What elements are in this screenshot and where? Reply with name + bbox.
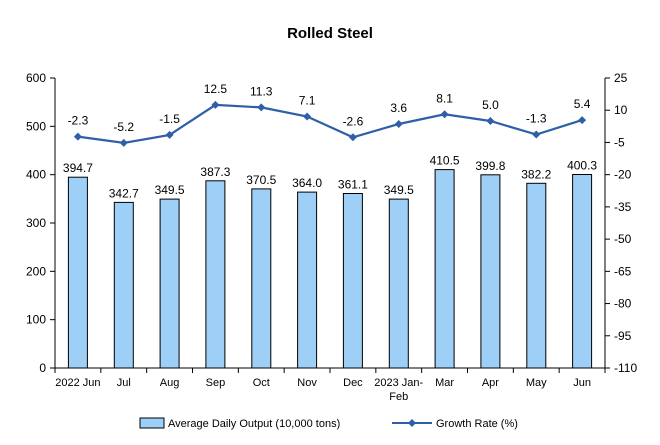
growth-rate-point-9	[486, 116, 495, 125]
bar-value-label-9: 399.8	[475, 159, 505, 173]
bar-3	[205, 180, 226, 369]
growth-rate-point-2	[165, 130, 174, 139]
growth-rate-label-6: -2.6	[343, 114, 364, 128]
bar-10	[526, 182, 547, 369]
bars-layer	[67, 169, 593, 369]
bar-value-label-2: 349.5	[155, 183, 185, 197]
y-left-tick-label-1: 100	[26, 313, 46, 327]
growth-rate-label-2: -1.5	[159, 112, 180, 126]
bar-value-label-0: 394.7	[63, 161, 93, 175]
x-tick-label-9: Apr	[482, 377, 499, 389]
bar-value-label-6: 361.1	[338, 177, 368, 191]
axes-layer: 0 100 200 300 400 500 600 25 10 -5 -20 -35 -50 -65 -80…	[26, 71, 637, 403]
bar-9	[480, 174, 501, 369]
bar-value-label-1: 342.7	[109, 186, 139, 200]
bar-5	[297, 191, 318, 369]
bar-value-label-3: 387.3	[200, 165, 230, 179]
bar-7	[388, 198, 409, 369]
bar-value-label-4: 370.5	[246, 173, 276, 187]
legend-line-label: Growth Rate (%)	[436, 418, 518, 430]
growth-rate-point-6	[348, 133, 357, 142]
growth-rate-label-7: 3.6	[390, 101, 407, 115]
y-left-tick-label-0: 0	[39, 361, 46, 375]
growth-rate-point-0	[73, 132, 82, 141]
legend-bar-label: Average Daily Output (10,000 tons)	[168, 418, 340, 430]
legend-bar-swatch	[139, 417, 165, 429]
growth-rate-label-11: 5.4	[574, 97, 591, 111]
x-tick-label-0: 2022 Jun	[55, 377, 100, 389]
bar-1	[113, 201, 134, 369]
bar-8	[434, 169, 455, 369]
growth-rate-point-10	[532, 130, 541, 139]
growth-rate-point-7	[394, 119, 403, 128]
y-left-tick-label-5: 500	[26, 119, 46, 133]
growth-rate-label-4: 11.3	[250, 84, 273, 98]
bar-11	[572, 174, 593, 369]
x-tick-label-1: Jul	[117, 377, 131, 389]
x-tick-label-3: Sep	[206, 377, 226, 389]
growth-rate-point-5	[303, 112, 312, 121]
bar-2	[159, 198, 180, 369]
growth-rate-point-11	[578, 116, 587, 125]
growth-rate-label-1: -5.2	[113, 120, 134, 134]
legend: Average Daily Output (10,000 tons) Growt…	[139, 417, 518, 430]
growth-rate-label-5: 7.1	[299, 93, 316, 107]
growth-rate-label-10: -1.3	[526, 111, 547, 125]
x-tick-label-6: Dec	[343, 377, 363, 389]
growth-rate-label-8: 8.1	[436, 91, 453, 105]
y-right-tick-label-4: -35	[614, 200, 632, 214]
x-tick-label-7: 2023 Jan-Feb	[374, 377, 423, 403]
y-right-tick-label-0: 25	[614, 71, 628, 85]
y-right-tick-label-7: -80	[614, 297, 632, 311]
x-tick-label-2: Aug	[160, 377, 180, 389]
bar-value-label-8: 410.5	[430, 154, 460, 168]
x-tick-label-11: Jun	[573, 377, 591, 389]
bar-value-label-5: 364.0	[292, 176, 322, 190]
growth-line-layer	[73, 100, 587, 147]
y-left-tick-label-4: 400	[26, 168, 46, 182]
y-right-tick-label-6: -65	[614, 264, 632, 278]
legend-line-marker	[408, 419, 416, 427]
y-left-tick-label-3: 300	[26, 216, 46, 230]
growth-rate-point-3	[211, 100, 220, 109]
growth-rate-line	[77, 103, 583, 145]
growth-rate-point-4	[257, 103, 266, 112]
y-right-tick-label-1: 10	[614, 103, 628, 117]
x-tick-label-10: May	[526, 377, 547, 389]
y-left-tick-label-6: 600	[26, 71, 46, 85]
chart-title: Rolled Steel	[287, 25, 373, 42]
bar-value-label-11: 400.3	[567, 159, 597, 173]
x-tick-label-4: Oct	[253, 377, 270, 389]
y-right-tick-label-3: -20	[614, 168, 632, 182]
y-right-tick-label-9: -110	[614, 361, 637, 375]
bar-value-label-10: 382.2	[521, 167, 551, 181]
growth-rate-point-8	[440, 110, 449, 119]
growth-rate-point-1	[119, 138, 128, 147]
growth-rate-label-0: -2.3	[68, 114, 89, 128]
x-tick-label-5: Nov	[297, 377, 317, 389]
bar-4	[251, 188, 272, 369]
growth-rate-label-9: 5.0	[482, 98, 499, 112]
y-right-tick-label-5: -50	[614, 232, 632, 246]
growth-rate-label-3: 12.5	[204, 82, 228, 96]
y-left-tick-label-2: 200	[26, 264, 46, 278]
y-right-tick-label-8: -95	[614, 329, 632, 343]
data-labels-layer: 394.7 342.7 349.5 387.3 370.5 364.0 361.1 349.5…	[63, 82, 598, 201]
bar-value-label-7: 349.5	[384, 183, 414, 197]
bar-6	[342, 193, 363, 369]
x-tick-label-8: Mar	[435, 377, 454, 389]
bar-0	[67, 176, 88, 369]
y-right-tick-label-2: -5	[614, 135, 625, 149]
